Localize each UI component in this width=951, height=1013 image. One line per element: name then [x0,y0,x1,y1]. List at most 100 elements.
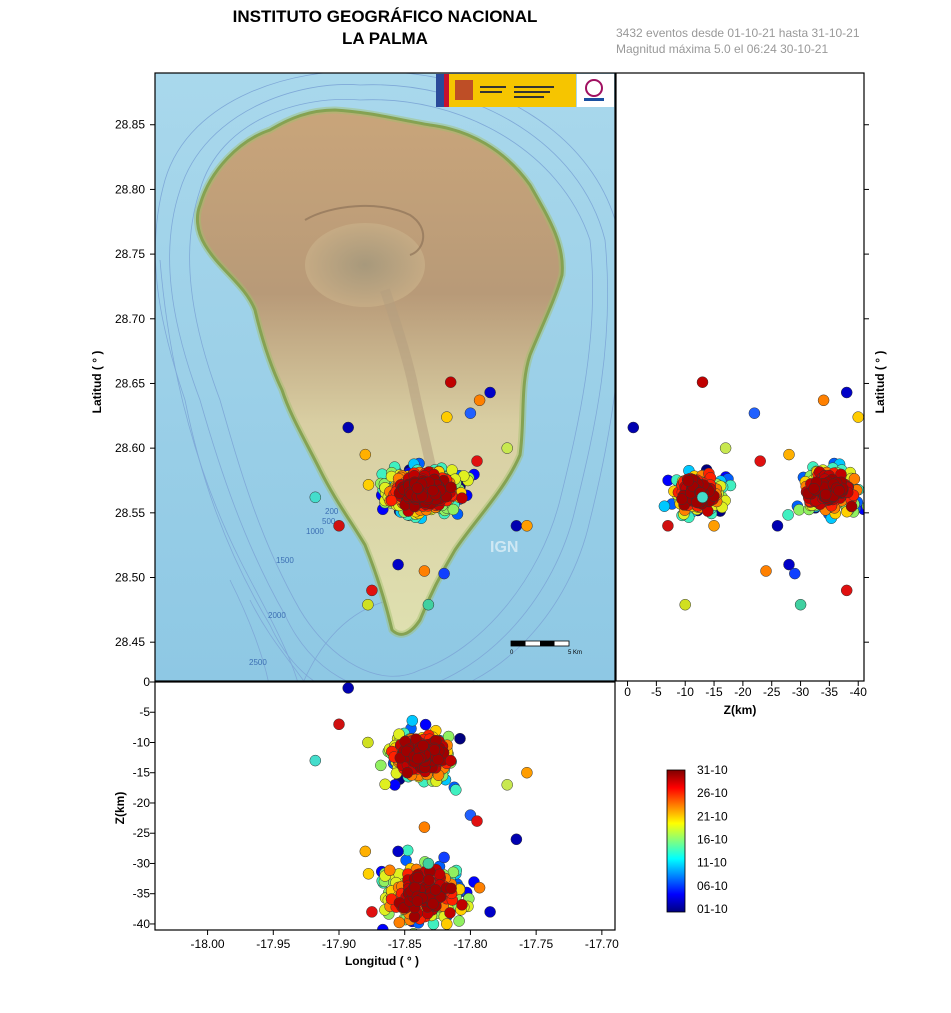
bottom-y-tick-label: -25 [133,826,151,840]
longitude-depth-event-point [393,916,406,929]
right-frame [615,72,865,682]
longitude-depth-event-point [309,754,322,767]
map-event-point [441,411,453,423]
chart-title: INSTITUTO GEOGRÁFICO NACIONAL LA PALMA [170,6,600,50]
longitude-depth-event-point [454,732,466,745]
depth-latitude-events [627,376,891,611]
depth-latitude-event-point [793,504,805,516]
map-event-point [484,386,496,399]
depth-latitude-event-point [696,491,709,504]
longitude-depth-event-point [342,682,354,694]
longitude-depth-event-point [422,857,435,870]
map-event-point [464,407,477,419]
longitude-depth-event-point [359,845,372,858]
depth-latitude-event-point [627,421,640,434]
colorbar-gradient [666,769,686,913]
longitude-depth-event-point [444,907,456,919]
map-event-point [309,491,322,504]
map-event-point [362,479,375,491]
map-event-point [422,598,435,611]
bottom-x-tick-label: -17.95 [256,937,290,951]
map-event-point [359,448,372,461]
longitude-depth-event-point [392,845,404,858]
bathymetry-label-2500: 2500 [249,658,267,667]
map-frame [154,72,616,682]
bathymetry-label-1000: 1000 [306,527,324,536]
right-x-tick-label: 0 [624,685,631,699]
depth-latitude-event-point [866,503,877,514]
map-event-point [445,481,457,494]
map-event-point [362,598,374,611]
right-x-tick-label: -10 [677,685,695,699]
map-y-tick-label: 28.45 [115,635,145,649]
map-event-point [366,584,378,597]
bottom-x-tick-label: -18.00 [191,937,225,951]
longitude-depth-event-point [333,718,345,731]
colorbar-label: 01-10 [697,902,728,916]
bottom-frame [154,681,616,931]
bathymetry-label-500: 500 [322,517,336,526]
depth-latitude-event-point [817,394,830,407]
map-event-point [418,565,431,577]
map-event-point [385,494,398,507]
right-x-tick-label: -20 [734,685,752,699]
longitude-depth-event-point [419,718,432,731]
map-event-point [444,376,457,388]
longitude-depth-event-point [444,754,457,767]
depth-latitude-event-point [708,520,720,532]
colorbar-labels: 31-10 26-10 21-10 16-10 11-10 06-10 01-10 [697,763,728,916]
colorbar-label: 16-10 [697,833,728,847]
longitude-depth-event-point [438,851,450,864]
caldera [305,223,425,307]
longitude-depth-event-point [456,899,468,911]
longitude-depth-event-point [411,895,424,907]
depth-latitude-event-point [719,442,732,454]
bottom-x-tick-label: -17.85 [388,937,422,951]
depth-latitude-panel [616,73,891,681]
scale-bar: 0 5 Km [510,640,582,656]
right-x-tick-label: -25 [763,685,781,699]
bottom-x-tick-label: -17.80 [453,937,487,951]
max-magnitude-text: Magnitud máxima 5.0 el 06:24 30-10-21 [616,42,829,56]
bottom-y-tick-label: -30 [133,856,151,870]
right-y-axis-label: Latitud ( ° ) [873,351,887,414]
longitude-depth-event-point [471,815,483,827]
scale-bar-end-label: 5 Km [568,650,582,656]
depth-latitude-event-point [808,482,820,495]
right-x-tick-label: -40 [850,685,868,699]
right-x-tick-label: -35 [821,685,839,699]
government-logo [436,74,614,107]
longitude-depth-event-point [473,881,486,894]
map-y-tick-label: 28.75 [115,247,145,261]
event-count-text: 3432 eventos desde 01-10-21 hasta 31-10-… [616,26,860,40]
map-y-tick-label: 28.60 [115,441,145,455]
bottom-x-axis-label: Longitud ( ° ) [345,954,419,968]
longitude-depth-event-point [418,821,431,833]
la-palma-island [195,108,564,636]
depth-latitude-event-point [794,598,807,611]
depth-latitude-event-point [848,473,861,485]
longitude-depth-event-point [445,882,457,895]
longitude-depth-event-point [428,744,441,756]
depth-latitude-event-point [840,386,853,399]
bottom-y-tick-label: -15 [133,766,151,780]
longitude-depth-event-point [427,898,439,910]
colorbar-label: 31-10 [697,763,728,777]
depth-latitude-event-point [696,376,709,388]
longitude-depth-event-point [423,874,435,886]
bottom-y-tick-label: 0 [143,675,150,689]
map-y-tick-label: 28.70 [115,312,145,326]
depth-latitude-event-point [880,465,891,476]
longitude-depth-event-point [362,736,374,749]
map-event-point [411,482,424,494]
colorbar-label: 21-10 [697,809,728,823]
event-summary: 3432 eventos desde 01-10-21 hasta 31-10-… [616,25,860,57]
longitude-depth-event-point [379,778,391,791]
colorbar-label: 06-10 [697,879,728,893]
map-event-point [473,394,486,407]
depth-latitude-event-point [819,488,832,501]
bathymetry-contours [155,73,615,681]
longitude-depth-event-point [362,868,375,880]
bathymetry-labels: 200 500 1000 1500 2000 2500 [249,507,339,667]
bottom-y-axis-label: Z(km) [113,792,127,825]
